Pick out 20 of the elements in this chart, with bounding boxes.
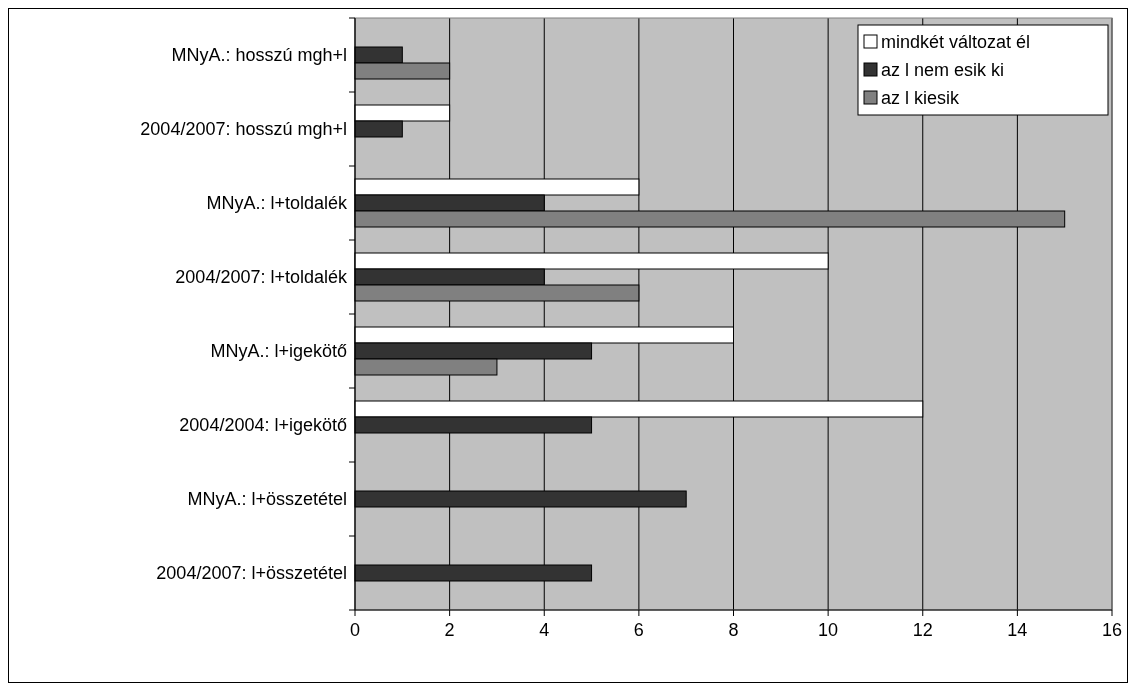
legend-label: az l nem esik ki: [881, 60, 1005, 80]
y-tick-label: 2004/2004: l+igekötő: [179, 415, 347, 435]
y-tick-label: 2004/2007: l+összetétel: [156, 563, 347, 583]
x-tick-label: 12: [912, 620, 933, 640]
y-tick-label: MNyA.: l+összetétel: [187, 489, 347, 509]
y-tick-label: 2004/2007: hosszú mgh+l: [140, 119, 347, 139]
legend-label: az l kiesik: [881, 88, 961, 108]
x-tick-label: 4: [539, 620, 550, 640]
legend-label: mindkét változat él: [881, 32, 1031, 52]
y-tick-label: MNyA.: hosszú mgh+l: [171, 45, 347, 65]
x-tick-label: 2: [444, 620, 455, 640]
x-tick-label: 16: [1101, 620, 1123, 640]
x-tick-label: 8: [728, 620, 739, 640]
x-tick-label: 0: [349, 620, 361, 640]
x-tick-label: 10: [818, 620, 839, 640]
y-tick-label: 2004/2007: l+toldalék: [175, 267, 348, 287]
x-tick-label: 14: [1007, 620, 1028, 640]
y-tick-label: MNyA.: l+igekötő: [210, 341, 347, 361]
x-tick-label: 6: [633, 620, 644, 640]
y-tick-label: MNyA.: l+toldalék: [206, 193, 348, 213]
